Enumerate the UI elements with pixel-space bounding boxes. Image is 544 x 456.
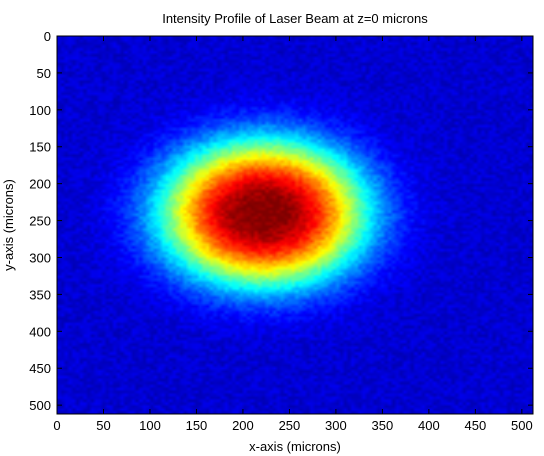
- heatmap-area: [56, 35, 534, 415]
- y-tick-label: 150: [29, 140, 51, 155]
- x-tick-label: 100: [139, 418, 161, 433]
- x-tick-label: 400: [418, 418, 440, 433]
- x-axis-title: x-axis (microns): [249, 439, 341, 454]
- y-tick-label: 0: [44, 29, 51, 44]
- y-axis: 0 50 100 150 200 250 300 350 400 450 500: [29, 29, 533, 413]
- y-tick-label: 100: [29, 103, 51, 118]
- x-tick-label: 50: [96, 418, 110, 433]
- x-tick-label: 150: [186, 418, 208, 433]
- x-tick-label: 350: [372, 418, 394, 433]
- y-tick-label: 400: [29, 324, 51, 339]
- plot-frame: [56, 35, 534, 415]
- heatmap-image: [57, 36, 533, 414]
- x-tick-label: 250: [279, 418, 301, 433]
- y-tick-label: 50: [37, 66, 51, 81]
- y-tick-label: 350: [29, 287, 51, 302]
- x-tick-label: 0: [53, 418, 60, 433]
- x-tick-label: 300: [325, 418, 347, 433]
- x-axis: 0 50 100 150 200 250 300 350 400 450 500: [53, 36, 533, 433]
- x-tick-label: 450: [465, 418, 487, 433]
- y-tick-label: 450: [29, 361, 51, 376]
- y-axis-title: y-axis (microns): [1, 179, 16, 271]
- y-tick-label: 300: [29, 250, 51, 265]
- chart-title: Intensity Profile of Laser Beam at z=0 m…: [162, 11, 428, 26]
- x-tick-label: 200: [232, 418, 254, 433]
- y-tick-label: 500: [29, 398, 51, 413]
- x-tick-label: 500: [511, 418, 533, 433]
- y-tick-label: 200: [29, 177, 51, 192]
- y-tick-label: 250: [29, 214, 51, 229]
